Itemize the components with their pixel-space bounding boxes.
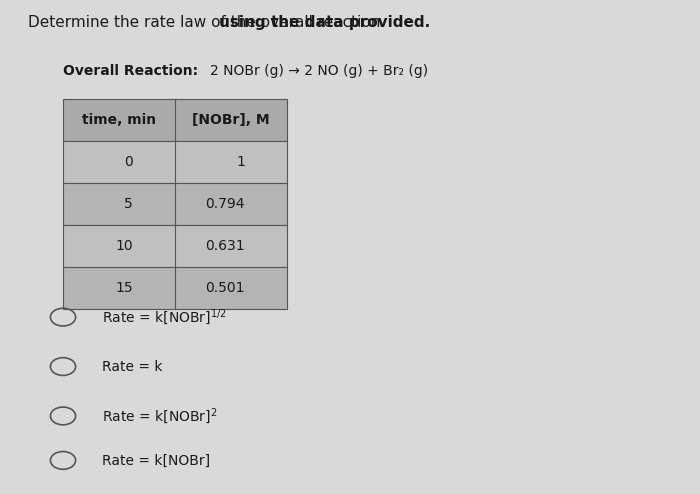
Text: Rate = k[NOBr]$^{2}$: Rate = k[NOBr]$^{2}$ bbox=[102, 406, 217, 426]
Text: 0: 0 bbox=[124, 155, 133, 169]
FancyBboxPatch shape bbox=[63, 267, 287, 309]
Text: 2 NOBr (g) → 2 NO (g) + Br₂ (g): 2 NOBr (g) → 2 NO (g) + Br₂ (g) bbox=[210, 64, 428, 78]
Text: Rate = k[NOBr]$^{1/2}$: Rate = k[NOBr]$^{1/2}$ bbox=[102, 307, 226, 327]
FancyBboxPatch shape bbox=[63, 225, 287, 267]
FancyBboxPatch shape bbox=[63, 141, 287, 183]
Text: using the data provided.: using the data provided. bbox=[219, 15, 430, 30]
FancyBboxPatch shape bbox=[63, 99, 287, 141]
FancyBboxPatch shape bbox=[63, 183, 287, 225]
Text: 10: 10 bbox=[116, 239, 133, 253]
Text: [NOBr], M: [NOBr], M bbox=[193, 113, 270, 127]
Text: 0.794: 0.794 bbox=[206, 197, 245, 211]
Text: 1: 1 bbox=[236, 155, 245, 169]
Text: 0.501: 0.501 bbox=[206, 281, 245, 295]
Text: time, min: time, min bbox=[82, 113, 156, 127]
Text: 5: 5 bbox=[124, 197, 133, 211]
Text: Rate = k[NOBr]: Rate = k[NOBr] bbox=[102, 453, 209, 467]
Text: Overall Reaction:: Overall Reaction: bbox=[63, 64, 198, 78]
Text: 0.631: 0.631 bbox=[205, 239, 245, 253]
Text: 15: 15 bbox=[116, 281, 133, 295]
Text: Rate = k: Rate = k bbox=[102, 360, 162, 373]
Text: Determine the rate law of the overall reaction: Determine the rate law of the overall re… bbox=[28, 15, 385, 30]
